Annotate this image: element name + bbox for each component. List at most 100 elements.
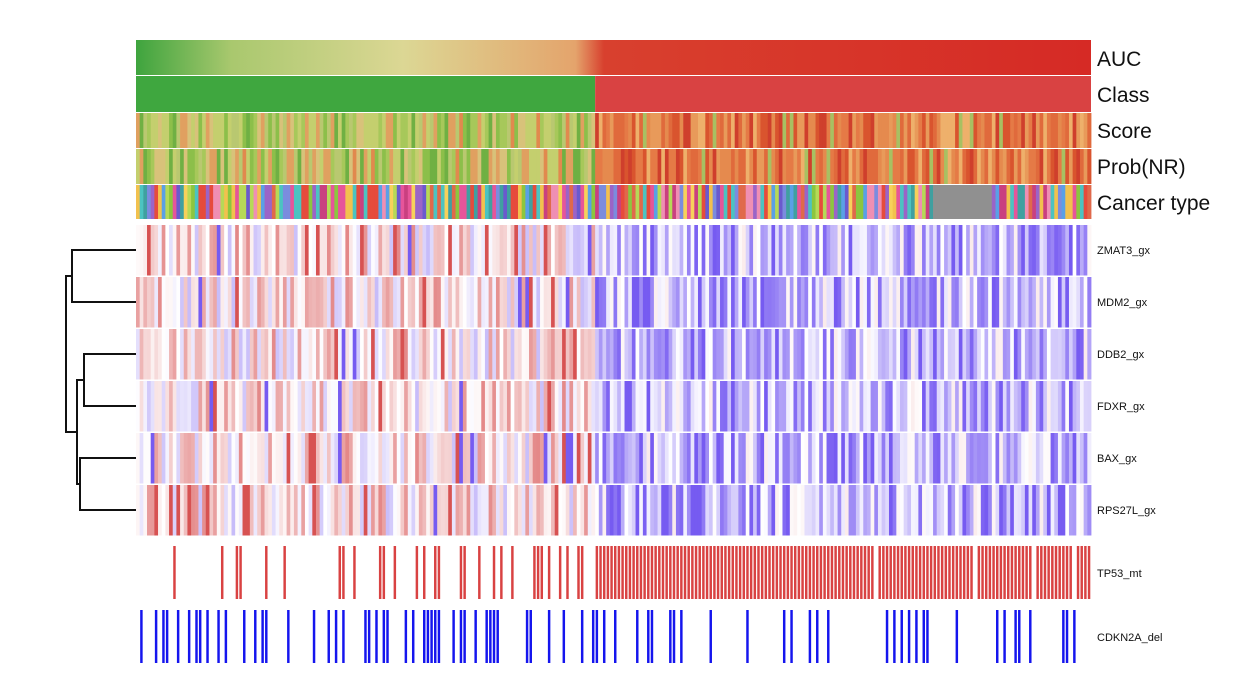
heatmap-cell: [896, 433, 901, 484]
score-cell: [484, 113, 490, 148]
heatmap-cell: [1032, 225, 1037, 276]
prob-cell: [683, 149, 688, 184]
heatmap-cell: [257, 329, 262, 380]
heatmap-cell: [712, 277, 717, 328]
tp53-mutation-mark: [353, 546, 356, 599]
heatmap-cell: [602, 433, 607, 484]
heatmap-cell: [180, 381, 185, 432]
heatmap-cell: [205, 225, 210, 276]
cdkn2a-deletion-mark: [1029, 610, 1032, 663]
tp53-mutation-mark: [434, 546, 437, 599]
heatmap-cell: [264, 329, 269, 380]
prob-cell: [745, 149, 750, 184]
cancer-type-cell: [951, 185, 956, 219]
cdkn2a-deletion-mark: [782, 610, 786, 663]
heatmap-cell: [1035, 329, 1040, 380]
cancer-type-cell: [327, 185, 332, 219]
cancer-type-cell: [356, 185, 361, 219]
heatmap-cell: [172, 225, 177, 276]
heatmap-cell: [393, 225, 398, 276]
heatmap-cell: [271, 225, 276, 276]
heatmap-cell: [951, 433, 956, 484]
heatmap-cell: [499, 329, 504, 380]
heatmap-cell: [374, 225, 379, 276]
heatmap-cell: [415, 485, 420, 536]
cancer-type-cell: [907, 185, 912, 219]
heatmap-cell: [440, 225, 445, 276]
heatmap-cell: [374, 381, 379, 432]
score-cell: [969, 113, 974, 148]
heatmap-cell: [205, 485, 210, 536]
heatmap-cell: [705, 485, 710, 536]
prob-cell: [1017, 149, 1022, 184]
cancer-type-cell: [925, 185, 930, 219]
heatmap-cell: [1054, 433, 1059, 484]
heatmap-cell: [580, 277, 585, 328]
tp53-mutation-mark: [904, 546, 907, 599]
heatmap-cell: [804, 277, 809, 328]
prob-cell: [709, 149, 714, 184]
heatmap-cell: [382, 485, 387, 536]
heatmap-cell: [929, 329, 934, 380]
heatmap-cell: [426, 381, 431, 432]
heatmap-cell: [1046, 381, 1051, 432]
heatmap-cell: [723, 433, 728, 484]
heatmap-cell: [1028, 225, 1033, 276]
heatmap-cell: [411, 381, 416, 432]
heatmap-cell: [697, 329, 703, 380]
heatmap-cell: [819, 225, 824, 276]
heatmap-cell: [855, 485, 860, 536]
tp53-mutation-mark: [606, 546, 610, 599]
heatmap-cell: [661, 433, 666, 484]
cancer-type-cell: [194, 185, 199, 219]
heatmap-cell: [536, 381, 541, 432]
heatmap-cell: [855, 277, 860, 328]
heatmap-cell: [969, 381, 974, 432]
prob-cell: [466, 149, 471, 184]
prob-cell: [349, 149, 354, 184]
score-cell: [249, 113, 254, 148]
heatmap-cell: [775, 329, 780, 380]
heatmap-cell: [841, 277, 846, 328]
tp53-mutation-mark: [966, 546, 970, 599]
heatmap-cell: [169, 225, 174, 276]
prob-cell: [844, 149, 849, 184]
score-cell: [756, 113, 761, 148]
score-cell: [488, 113, 493, 148]
cancer-type-cell: [966, 185, 971, 219]
heatmap-cell: [382, 381, 387, 432]
heatmap-cell: [991, 277, 996, 328]
score-cell: [925, 113, 930, 148]
heatmap-cell: [870, 225, 875, 276]
score-cell: [900, 113, 905, 148]
heatmap-cell: [760, 433, 765, 484]
heatmap-cell: [903, 277, 908, 328]
cancer-type-cell: [198, 185, 203, 219]
score-cell: [286, 113, 291, 148]
heatmap-cell: [742, 277, 747, 328]
heatmap-cell: [617, 329, 622, 380]
score-cell: [1002, 113, 1007, 148]
heatmap-cell: [811, 225, 816, 276]
heatmap-cell: [202, 225, 207, 276]
cancer-type-cell: [745, 185, 750, 219]
cancer-type-cell: [753, 185, 758, 219]
heatmap-cell: [804, 329, 809, 380]
score-cell: [183, 113, 188, 148]
heatmap-cell: [426, 329, 431, 380]
cancer-type-cell: [822, 185, 827, 219]
heatmap-cell: [455, 329, 460, 380]
cancer-type-cell: [672, 185, 677, 219]
heatmap-cell: [591, 277, 596, 328]
heatmap-cell: [701, 381, 706, 432]
heatmap-cell: [808, 433, 813, 484]
prob-cell: [481, 149, 486, 184]
heatmap-cell: [778, 381, 783, 432]
cancer-type-cell: [246, 185, 251, 219]
cdkn2a-deletion-mark: [746, 610, 749, 663]
heatmap-cell: [176, 329, 181, 380]
heatmap-cell: [205, 329, 210, 380]
prob-cell: [620, 149, 625, 184]
heatmap-cell: [822, 277, 827, 328]
heatmap-cell: [628, 485, 633, 536]
